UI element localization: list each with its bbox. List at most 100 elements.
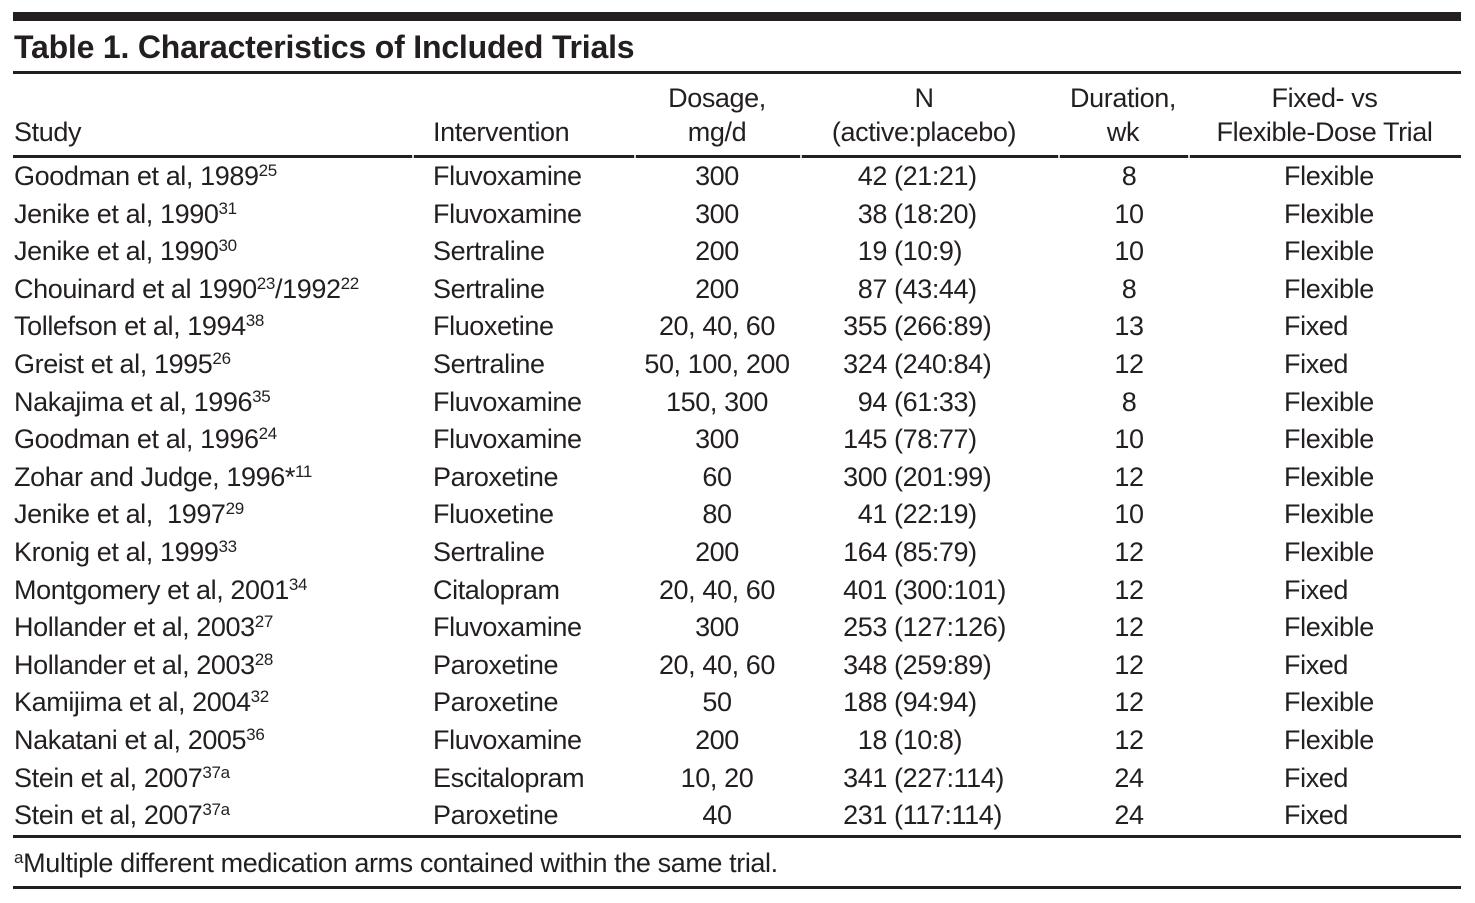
dosage-cell: 20, 40, 60 xyxy=(658,649,776,680)
design-cell: Fixed xyxy=(1284,762,1349,793)
header-rule-gap xyxy=(634,155,636,158)
column-header-design: Fixed- vs Flexible-Dose Trial xyxy=(1188,81,1461,155)
n-active-placebo-ratio: (259:89) xyxy=(894,649,992,680)
dosage-cell: 10, 20 xyxy=(680,762,754,793)
table-row: Jenike et al, 199031 Fluvoxamine 300 38 (18:… xyxy=(13,196,1461,234)
reference-superscript: 25 xyxy=(258,161,278,180)
study-cell: Hollander et al, 200328 xyxy=(14,649,274,680)
table-top-bar xyxy=(13,12,1461,21)
intervention-cell: Fluvoxamine xyxy=(433,424,582,455)
table-title: Table 1. Characteristics of Included Tri… xyxy=(14,29,635,65)
table-row: Montgomery et al, 200134 Citalopram 20, 40… xyxy=(13,572,1461,610)
dosage-cell: 80 xyxy=(702,499,732,530)
duration-cell: 8 xyxy=(1121,273,1137,304)
n-active-placebo-ratio: (22:19) xyxy=(894,499,977,530)
table-row: Tollefson et al, 199438 Fluoxetine 20, 40,… xyxy=(13,308,1461,346)
reference-superscript: 27 xyxy=(254,612,274,632)
design-cell: Flexible xyxy=(1284,198,1374,229)
dosage-cell: 200 xyxy=(695,273,739,304)
header-line: Duration, xyxy=(1070,83,1176,113)
n-cell: 42 (21:21) xyxy=(800,158,1058,196)
design-cell: Flexible xyxy=(1284,424,1374,455)
study-cell: Goodman et al, 199624 xyxy=(14,424,277,455)
intervention-cell: Sertraline xyxy=(433,273,545,304)
reference-superscript: 38 xyxy=(245,311,265,331)
column-header-duration: Duration, wk xyxy=(1058,81,1188,155)
header-line: Fixed- vs xyxy=(1271,83,1378,113)
duration-cell: 12 xyxy=(1114,536,1144,567)
header-line: Flexible-Dose Trial xyxy=(1216,117,1433,147)
design-cell: Flexible xyxy=(1284,687,1374,718)
study-cell: Zohar and Judge, 1996*11 xyxy=(14,461,312,492)
design-cell: Flexible xyxy=(1284,536,1374,567)
intervention-cell: Sertraline xyxy=(433,536,545,567)
reference-superscript: 30 xyxy=(218,236,237,256)
dosage-cell: 150, 300 xyxy=(666,386,768,417)
study-cell: Montgomery et al, 200134 xyxy=(14,574,308,605)
study-cell: Tollefson et al, 199438 xyxy=(14,311,265,342)
intervention-cell: Fluvoxamine xyxy=(433,724,582,755)
header-rule-gap xyxy=(1058,155,1060,158)
intervention-cell: Fluvoxamine xyxy=(433,612,582,643)
reference-superscript: 29 xyxy=(225,499,245,519)
study-cell: Stein et al, 200737a xyxy=(14,762,230,793)
n-cell: 164 (85:79) xyxy=(800,534,1058,572)
duration-cell: 10 xyxy=(1114,424,1144,455)
n-total: 145 xyxy=(843,424,887,455)
reference-superscript: 22 xyxy=(340,273,360,293)
n-cell: 253 (127:126) xyxy=(800,609,1058,647)
n-total: 94 xyxy=(857,386,888,417)
study-cell: Chouinard et al 199023/199222 xyxy=(14,273,360,304)
dosage-cell: 300 xyxy=(695,161,739,191)
duration-cell: 13 xyxy=(1114,311,1144,342)
header-line: mg/d xyxy=(687,117,747,147)
design-cell: Flexible xyxy=(1284,612,1374,643)
table-row: Zohar and Judge, 1996*11 Paroxetine 60 300(… xyxy=(13,459,1461,497)
n-active-placebo-ratio: (85:79) xyxy=(894,536,977,567)
dosage-cell: 300 xyxy=(695,198,739,229)
header-line: N xyxy=(914,83,934,113)
n-total: 231 xyxy=(843,800,887,831)
study-cell: Greist et al, 199526 xyxy=(14,348,231,379)
dosage-cell: 200 xyxy=(695,236,739,267)
reference-superscript: 34 xyxy=(288,574,308,594)
n-active-placebo-ratio: (10:8) xyxy=(894,724,963,755)
study-cell: Nakatani et al, 200536 xyxy=(14,724,265,755)
table-header-row: Study Intervention Dosage, mg/d N (active:pla… xyxy=(13,74,1461,155)
study-cell: Jenike et al, 199031 xyxy=(14,198,237,229)
footnote-text: Multiple different medication arms conta… xyxy=(23,847,778,878)
n-cell: 38 (18:20) xyxy=(800,196,1058,234)
duration-cell: 12 xyxy=(1114,348,1144,379)
duration-cell: 12 xyxy=(1114,461,1144,492)
study-cell: Nakajima et al, 199635 xyxy=(14,386,271,417)
n-total: 348 xyxy=(843,649,887,680)
table-bottom-rule xyxy=(13,885,1461,889)
table-row: Jenike et al, 199729 Fluoxetine 80 41 (22:19… xyxy=(13,496,1461,534)
header-rule xyxy=(13,155,1461,158)
footnote-marker: a xyxy=(14,847,24,867)
design-cell: Flexible xyxy=(1284,461,1374,492)
n-total: 188 xyxy=(843,687,887,718)
reference-superscript: 26 xyxy=(212,348,231,368)
study-cell: Jenike et al, 199729 xyxy=(14,499,245,530)
reference-superscript: 31 xyxy=(218,198,237,218)
header-rule-gap xyxy=(1188,155,1190,158)
study-cell: Kronig et al, 199933 xyxy=(14,536,237,567)
table-row: Greist et al, 199526 Sertraline 50, 100, 2… xyxy=(13,346,1461,384)
table-row: Kronig et al, 199933 Sertraline 200 164 (85:… xyxy=(13,534,1461,572)
n-active-placebo-ratio: (18:20) xyxy=(894,198,977,229)
duration-cell: 12 xyxy=(1114,724,1144,755)
n-cell: 348 (259:89) xyxy=(800,647,1058,685)
duration-cell: 8 xyxy=(1121,161,1137,191)
table-row: Kamijima et al, 200432 Paroxetine 50 188 (94… xyxy=(13,684,1461,722)
n-active-placebo-ratio: (94:94) xyxy=(894,687,977,718)
duration-cell: 10 xyxy=(1114,499,1144,530)
study-cell: Stein et al, 200737a xyxy=(14,800,230,831)
n-total: 38 xyxy=(857,198,888,229)
n-total: 253 xyxy=(843,612,887,643)
table-row: Jenike et al, 199030 Sertraline 200 19 (10:9… xyxy=(13,233,1461,271)
n-total: 355 xyxy=(843,311,887,342)
duration-cell: 12 xyxy=(1114,687,1144,718)
n-cell: 19 (10:9) xyxy=(800,233,1058,271)
column-header-study: Study xyxy=(13,115,412,155)
